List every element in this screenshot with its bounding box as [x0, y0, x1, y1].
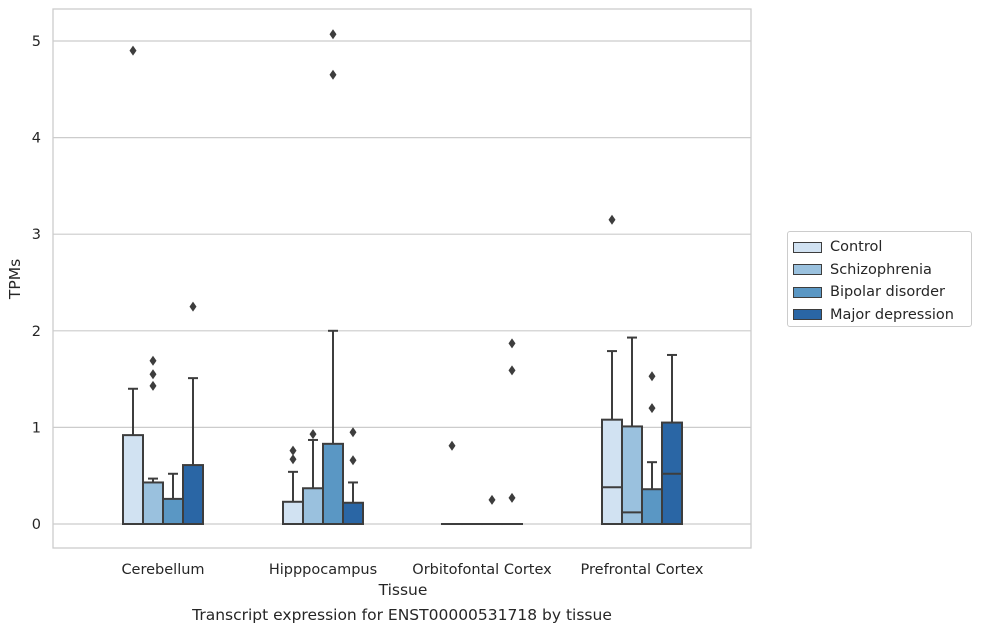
box-schizophrenia: [302, 429, 324, 525]
outlier-point: [289, 454, 297, 465]
box-bipolar-disorder: [322, 29, 344, 525]
x-axis-label: Tissue: [378, 581, 428, 599]
legend-item: Control: [793, 236, 971, 259]
outlier-point: [309, 429, 317, 440]
box-control: [122, 45, 144, 525]
gridlines: [53, 40, 751, 525]
outlier-point: [289, 445, 297, 456]
outlier-point: [448, 440, 456, 451]
chart-caption: Transcript expression for ENST0000053171…: [192, 606, 612, 624]
box-control: [282, 445, 304, 526]
box-body: [342, 501, 364, 525]
outlier-point: [149, 380, 157, 391]
box-body: [182, 464, 204, 526]
box-body: [162, 497, 184, 526]
outlier-point: [149, 355, 157, 366]
y-tick-label: 0: [32, 517, 41, 533]
outlier-point: [329, 69, 337, 80]
legend-swatch: [793, 264, 822, 276]
legend-item: Bipolar disorder: [793, 281, 971, 304]
box-control: [441, 440, 463, 526]
box-schizophrenia: [621, 336, 643, 525]
box-major-depression: [182, 301, 204, 526]
chart-legend: Control Schizophrenia Bipolar disorder Majo…: [787, 231, 972, 327]
y-tick-label: 2: [32, 324, 41, 340]
x-tick-label: Cerebellum: [121, 562, 204, 578]
outlier-point: [349, 427, 357, 438]
box-bipolar-disorder: [641, 371, 663, 525]
legend-label: Control: [830, 239, 883, 256]
outlier-point: [608, 214, 616, 225]
x-tick-label: Orbitofontal Cortex: [412, 562, 552, 578]
box-body: [601, 418, 623, 525]
legend-swatch: [793, 241, 822, 253]
legend-swatch: [793, 286, 822, 298]
outlier-point: [129, 45, 137, 56]
outlier-point: [349, 455, 357, 466]
y-tick-label: 5: [32, 34, 41, 50]
box-bipolar-disorder: [162, 472, 184, 526]
outlier-point: [149, 369, 157, 380]
box-groups: [122, 29, 683, 526]
x-tick-label: Prefrontal Cortex: [581, 562, 704, 578]
box-major-depression: [661, 353, 683, 526]
outlier-point: [508, 338, 516, 349]
box-body: [142, 481, 164, 526]
y-tick-label: 3: [32, 227, 41, 243]
x-tick-label: Hipppocampus: [269, 562, 377, 578]
outlier-point: [648, 403, 656, 414]
box-body: [282, 500, 304, 526]
outlier-point: [508, 492, 516, 503]
outlier-point: [648, 371, 656, 382]
box-body: [621, 425, 643, 525]
outlier-point: [329, 29, 337, 40]
x-tick-labels: Cerebellum Hipppocampus Orbitofontal Corte…: [121, 562, 703, 578]
box-major-depression: [342, 427, 364, 525]
box-body: [302, 487, 324, 525]
legend-item: Schizophrenia: [793, 259, 971, 282]
y-tick-label: 4: [32, 131, 41, 147]
box-bipolar-disorder: [481, 494, 503, 526]
box-body: [322, 442, 344, 525]
y-tick-label: 1: [32, 420, 41, 436]
y-axis-label: TPMs: [6, 259, 24, 300]
plot-frame: [52, 8, 752, 549]
legend-item: Major depression: [793, 304, 971, 327]
legend-swatch: [793, 309, 822, 321]
box-body: [641, 488, 663, 525]
box-schizophrenia: [142, 355, 164, 526]
box-control: [601, 214, 623, 525]
box-major-depression: [501, 338, 523, 526]
box-body: [122, 434, 144, 525]
outlier-point: [189, 301, 197, 312]
legend-label: Bipolar disorder: [830, 284, 945, 301]
legend-label: Schizophrenia: [830, 261, 932, 278]
legend-label: Major depression: [830, 306, 954, 323]
outlier-point: [508, 365, 516, 376]
outlier-point: [488, 494, 496, 505]
y-tick-labels: 0 1 2 3 4 5: [32, 34, 41, 533]
